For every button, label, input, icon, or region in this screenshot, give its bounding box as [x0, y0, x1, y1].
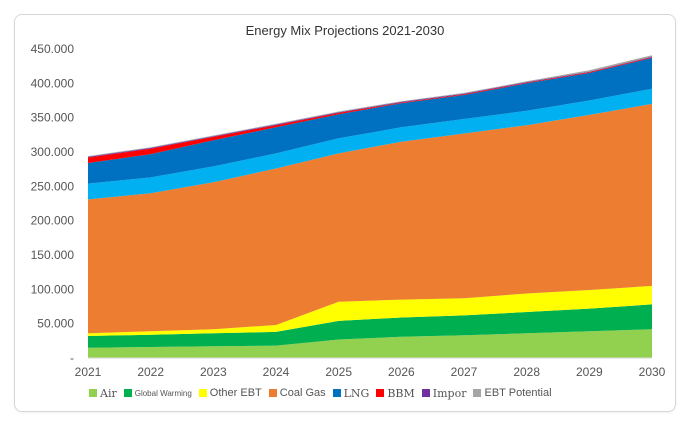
- legend-label: Global Warming: [134, 388, 192, 398]
- x-tick-label: 2023: [200, 365, 227, 379]
- y-tick-label: 200.000: [31, 214, 75, 228]
- area-series-0: [88, 329, 652, 358]
- y-tick-label: 150.000: [31, 248, 75, 262]
- legend-item: Air: [89, 387, 117, 400]
- y-tick-label: 50.000: [37, 317, 74, 331]
- legend-label: BBM: [387, 386, 415, 400]
- x-tick-label: 2027: [451, 365, 478, 379]
- legend-swatch: [89, 389, 97, 397]
- legend-label: Other EBT: [209, 387, 262, 399]
- legend-swatch: [123, 389, 132, 397]
- legend-item: Global Warming: [123, 388, 192, 398]
- legend-swatch: [473, 389, 482, 397]
- x-tick-label: 2030: [639, 365, 666, 379]
- y-tick-label: -: [70, 351, 74, 365]
- legend-item: BBM: [376, 386, 415, 400]
- chart-title: Energy Mix Projections 2021-2030: [245, 23, 445, 38]
- area-series-2: [88, 285, 652, 336]
- chart-card: Energy Mix Projections 2021-2030 - 50.000…: [14, 14, 676, 412]
- x-tick-label: 2021: [75, 365, 102, 379]
- x-tick-label: 2029: [576, 365, 603, 379]
- area-series-4: [88, 88, 652, 200]
- x-tick-label: 2022: [137, 365, 164, 379]
- x-tick-label: 2024: [263, 365, 290, 379]
- y-tick-label: 300.000: [31, 145, 75, 159]
- area-series-7: [88, 56, 652, 158]
- area-series-1: [88, 304, 652, 348]
- legend-item: Impor: [421, 386, 467, 400]
- legend-swatch: [421, 389, 430, 397]
- x-tick-label: 2026: [388, 365, 415, 379]
- x-tick-label: 2025: [325, 365, 352, 379]
- y-tick-label: 350.000: [31, 111, 75, 125]
- y-tick-label: 100.000: [31, 282, 75, 296]
- legend-label: Coal Gas: [279, 387, 326, 399]
- area-series-3: [88, 103, 652, 334]
- legend-label: Impor: [432, 386, 467, 400]
- y-tick-label: 400.000: [31, 76, 75, 90]
- y-tick-label: 250.000: [31, 179, 75, 193]
- area-series-5: [88, 57, 652, 184]
- legend-item: Coal Gas: [268, 387, 326, 399]
- x-tick-label: 2028: [513, 365, 540, 379]
- area-series-6: [88, 57, 652, 164]
- y-tick-label: 450.000: [31, 42, 75, 56]
- legend-swatch: [332, 389, 341, 397]
- legend-swatch: [268, 389, 277, 397]
- legend-label: EBT Potential: [484, 387, 552, 399]
- legend-item: LNG: [332, 386, 370, 400]
- legend-swatch: [198, 389, 207, 397]
- legend-swatch: [376, 389, 385, 397]
- legend-item: EBT Potential: [473, 387, 552, 399]
- legend-label: LNG: [343, 386, 370, 400]
- legend-label: Air: [100, 386, 117, 400]
- chart-legend: Air Global Warming Other EBT Coal Gas LNG BBM…: [89, 385, 559, 401]
- legend-item: Other EBT: [198, 387, 262, 399]
- chart-plot: - 50.000 100.000 150.000 200.000 250.000 300.0…: [31, 42, 666, 379]
